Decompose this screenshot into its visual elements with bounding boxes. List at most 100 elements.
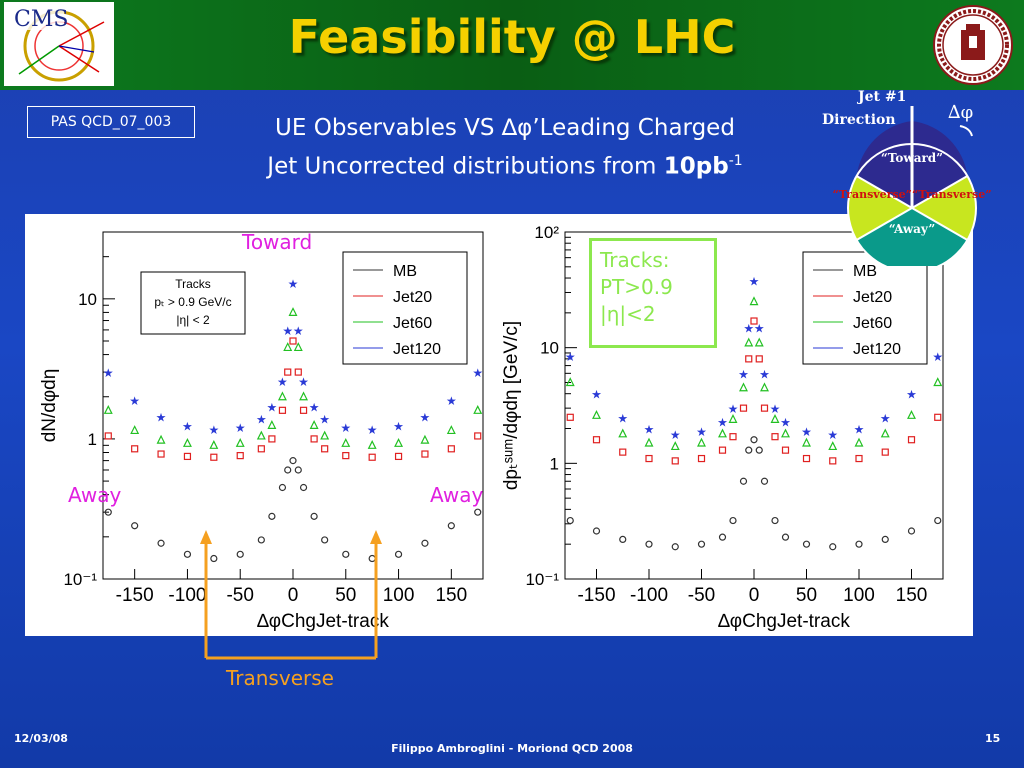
data-point-mb	[299, 483, 308, 492]
data-point-jet20	[131, 445, 139, 453]
delta-phi-label: ∆φ	[948, 102, 973, 123]
data-point-jet60	[828, 441, 838, 451]
data-point-jet120: ★	[340, 421, 351, 435]
data-point-mb	[645, 540, 653, 548]
data-point-jet60	[854, 437, 864, 447]
data-point-mb	[183, 550, 192, 558]
away-annotation-right: Away	[430, 483, 484, 507]
data-point-mb	[131, 522, 139, 530]
legend-entry-jet60: Jet60	[853, 315, 892, 332]
data-point-mb	[394, 550, 403, 558]
data-point-jet120: ★	[717, 415, 728, 429]
subtitle-luminosity-exponent: -1	[728, 153, 743, 169]
data-point-jet120: ★	[754, 321, 765, 335]
legend-entry-mb: MB	[393, 263, 417, 280]
data-point-jet120: ★	[156, 410, 167, 424]
legend-title-line: |η| < 2	[176, 313, 210, 327]
legend-title-box	[140, 271, 246, 335]
data-point-jet120: ★	[743, 321, 754, 335]
data-point-jet20	[368, 453, 376, 461]
data-point-jet60	[933, 377, 943, 387]
tracks-line-2: PT>0.9	[600, 275, 673, 299]
subtitle-luminosity: 10pb	[663, 153, 729, 180]
data-point-mb	[210, 554, 218, 563]
data-point-jet120: ★	[801, 425, 812, 439]
data-point-jet120: ★	[103, 366, 114, 380]
data-point-mb	[310, 512, 318, 520]
y-tick-label-0: 10⁻¹	[63, 570, 97, 589]
data-point-jet120: ★	[906, 388, 917, 402]
data-point-mb	[342, 550, 350, 558]
data-point-mb	[157, 539, 165, 547]
data-point-jet120: ★	[282, 324, 293, 338]
region-diagram: Jet #1 Direction ∆φ “Toward” “Transverse…	[820, 86, 1024, 273]
data-point-jet60	[293, 342, 303, 352]
data-point-mb	[447, 522, 455, 530]
data-point-mb	[268, 512, 276, 520]
data-point-jet120: ★	[256, 412, 267, 426]
data-point-jet120: ★	[932, 350, 943, 364]
data-point-jet20	[934, 413, 942, 421]
data-point-jet60	[802, 437, 811, 447]
data-point-mb	[619, 535, 627, 543]
data-point-jet20	[729, 433, 737, 441]
legend-title-line: pₜ > 0.9 GeV/c	[154, 295, 231, 309]
data-point-jet60	[288, 307, 298, 317]
data-point-jet20	[619, 448, 627, 456]
data-point-jet60	[156, 434, 166, 444]
data-point-jet120: ★	[309, 401, 320, 415]
data-point-jet60	[697, 437, 706, 447]
data-point-jet120: ★	[208, 423, 219, 437]
y-tick-label-0: 10	[78, 290, 97, 309]
data-point-jet20	[697, 454, 706, 463]
data-point-mb	[881, 535, 889, 543]
y-axis-label-1: dpₜˢᵘᵐ/dφdη [GeV/c]	[501, 321, 522, 490]
data-point-mb	[855, 540, 863, 548]
x-tick-label-0: 50	[335, 585, 356, 606]
jet-label-line1: Jet #1	[856, 89, 906, 105]
rotation-arrow-icon	[959, 125, 973, 137]
data-point-jet60	[754, 337, 764, 347]
y-tick-label-1: 10²	[534, 223, 559, 242]
x-axis-label-1: ∆φChgJet-track	[718, 611, 850, 632]
footer-page-number: 15	[985, 732, 1001, 745]
data-point-jet20	[157, 450, 165, 458]
data-point-jet20	[278, 406, 287, 414]
data-point-jet60	[728, 414, 738, 423]
data-point-jet60	[267, 420, 277, 429]
header-bar	[0, 0, 1024, 90]
legend-entry-mb: MB	[853, 263, 877, 280]
data-point-jet60	[341, 437, 351, 447]
data-point-mb	[802, 540, 811, 548]
data-point-mb	[771, 516, 779, 525]
x-axis-label-0: ∆φChgJet-track	[257, 611, 389, 632]
data-point-mb	[739, 477, 748, 485]
svg-text:CMS: CMS	[14, 7, 68, 32]
subtitle-line2: Jet Uncorrected distributions from 10pb-…	[205, 145, 805, 184]
data-point-jet20	[592, 436, 601, 444]
data-point-jet20	[183, 452, 192, 461]
tracks-cuts-box: Tracks: PT>0.9 |η|<2	[589, 238, 717, 348]
data-point-jet60	[235, 437, 245, 447]
data-point-jet20	[645, 454, 653, 463]
data-point-jet20	[907, 436, 916, 444]
data-point-jet120: ★	[670, 428, 681, 442]
data-point-jet60	[760, 382, 769, 392]
data-point-mb	[755, 446, 763, 454]
diagram-toward-right	[912, 121, 968, 208]
x-tick-label-0: 100	[383, 585, 415, 606]
y-tick-label-1: 10⁻¹	[525, 570, 559, 589]
data-point-mb	[566, 516, 574, 525]
data-point-jet20	[760, 404, 769, 412]
data-point-jet20	[745, 355, 753, 363]
data-point-jet20	[447, 445, 455, 453]
data-point-jet60	[770, 414, 780, 423]
x-tick-label-1: -100	[630, 585, 668, 606]
data-point-jet120: ★	[235, 421, 246, 435]
data-point-jet60	[907, 409, 916, 419]
data-point-jet60	[880, 428, 890, 438]
data-point-jet20	[718, 446, 727, 454]
y-tick-label-0: 1	[88, 430, 97, 449]
legend-box-1	[802, 251, 928, 365]
data-point-jet20	[781, 446, 790, 454]
